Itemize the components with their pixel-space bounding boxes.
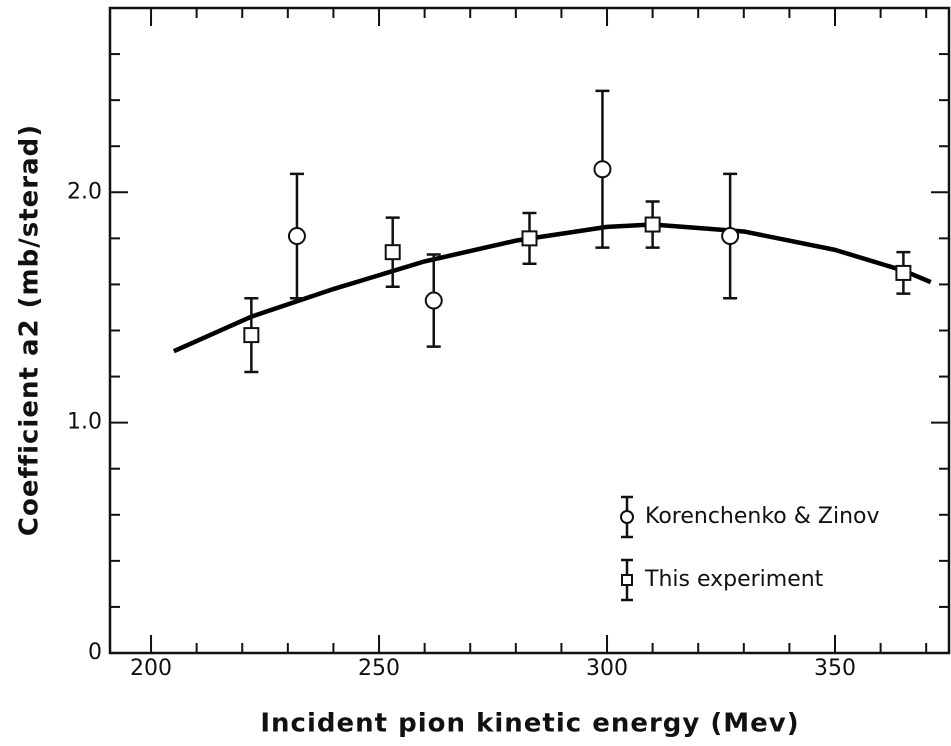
data-point — [424, 291, 443, 310]
x-tick-label: 250 — [358, 656, 400, 681]
y-axis-label: Coefficient a2 (mb/sterad) — [15, 124, 45, 536]
data-point — [521, 230, 538, 247]
fit-curve — [172, 222, 932, 354]
y-tick-label: 0 — [88, 640, 102, 665]
data-point — [593, 160, 612, 179]
data-point — [721, 227, 740, 246]
x-tick-label: 300 — [586, 656, 628, 681]
legend-label: This experiment — [644, 567, 824, 592]
data-point — [243, 327, 260, 344]
data-point — [384, 244, 401, 261]
x-tick-label: 350 — [814, 656, 856, 681]
y-tick-label: 2.0 — [67, 179, 102, 204]
legend-marker — [621, 574, 633, 586]
x-tick-label: 200 — [130, 656, 172, 681]
legend-marker — [620, 510, 634, 524]
data-point — [287, 227, 306, 246]
y-tick-label: 1.0 — [67, 410, 102, 435]
x-axis-label: Incident pion kinetic energy (Mev) — [260, 709, 799, 739]
legend-label: Korenchenko & Zinov — [645, 504, 880, 529]
plot-frame — [108, 6, 951, 655]
data-point — [644, 216, 661, 233]
data-point — [895, 264, 912, 281]
